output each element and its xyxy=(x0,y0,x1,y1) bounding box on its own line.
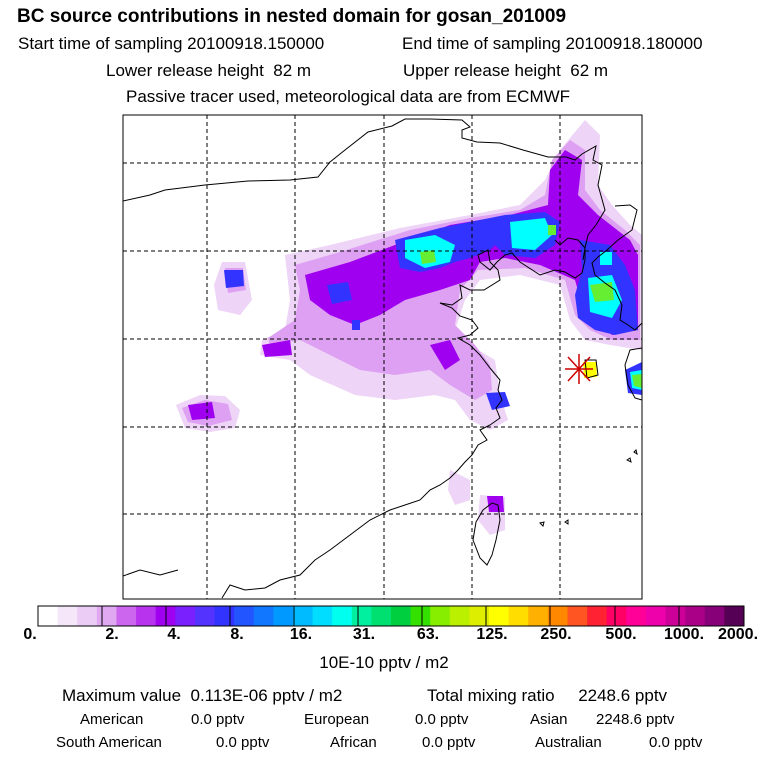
african-value: 0.0 pptv xyxy=(422,734,476,751)
coast-korea xyxy=(591,204,642,331)
total-label: Total mixing ratio xyxy=(427,686,555,705)
australian-label: Australian xyxy=(535,734,602,751)
color-bar-segment xyxy=(312,606,333,626)
african-label: African xyxy=(330,734,377,751)
plot-title: BC source contributions in nested domain… xyxy=(17,6,567,27)
coast-japan xyxy=(624,347,642,401)
european-label: European xyxy=(304,711,370,728)
color-bar-segment xyxy=(626,606,647,626)
color-bar-segment xyxy=(508,606,529,626)
color-bar-segment xyxy=(351,606,372,626)
color-bar-segment xyxy=(645,606,667,626)
color-bar-segment xyxy=(273,606,294,626)
color-bar-segment xyxy=(57,606,78,626)
lower-release-label: Lower release height xyxy=(106,61,264,80)
end-time-value: 20100918.180000 xyxy=(565,34,703,53)
cb-label-6: 63. xyxy=(416,626,440,643)
coast-bohai xyxy=(439,237,586,306)
american-value: 0.0 pptv xyxy=(191,711,245,728)
colorbar-unit: 10E-10 pptv / m2 xyxy=(319,653,449,672)
coast-southwest xyxy=(123,569,179,577)
color-bar-segment xyxy=(116,606,137,626)
asian-value: 2248.6 pptv xyxy=(596,711,675,728)
plume-layer xyxy=(176,120,642,535)
color-bar-segment xyxy=(606,606,627,626)
color-bar-segment xyxy=(724,606,745,626)
max-value: Maximum value 0.113E-06 pptv / m2 xyxy=(62,686,342,706)
cb-label-8: 250. xyxy=(540,626,572,643)
map-border xyxy=(122,114,643,600)
island-taiwan xyxy=(472,502,501,566)
color-bar-segment xyxy=(38,606,59,626)
south-american-value: 0.0 pptv xyxy=(216,734,270,751)
asian-label: Asian xyxy=(530,711,568,728)
plume-small-blue xyxy=(352,320,360,330)
american-label: American xyxy=(80,711,144,728)
color-bar-segment xyxy=(391,606,412,626)
max-value-number: 0.113E-06 pptv / m2 xyxy=(190,686,343,705)
color-bar-segment xyxy=(214,606,235,626)
cb-label-11: 2000. xyxy=(717,626,759,643)
color-bar-segment xyxy=(587,606,608,626)
start-time-value: 20100918.150000 xyxy=(187,34,325,53)
south-american-label: South American xyxy=(56,734,162,751)
color-bar xyxy=(37,606,745,626)
cb-label-7: 125. xyxy=(476,626,508,643)
color-bar-segment xyxy=(547,606,568,626)
color-bar-segment xyxy=(449,606,470,626)
end-time: End time of sampling 20100918.180000 xyxy=(402,34,703,54)
cb-label-4: 16. xyxy=(289,626,313,643)
cb-label-2: 4. xyxy=(167,626,181,643)
color-bar-segment xyxy=(469,606,490,626)
release-site-marker xyxy=(565,354,593,384)
color-bar-segment xyxy=(96,606,117,626)
small-islands xyxy=(539,449,638,527)
total-mixing-ratio: Total mixing ratio 2248.6 pptv xyxy=(427,686,667,706)
color-bar-segment xyxy=(567,606,588,626)
color-bar-segment xyxy=(77,606,98,626)
island-jeju xyxy=(584,359,599,379)
color-bar-segment xyxy=(430,606,451,626)
color-bar-segment xyxy=(332,606,353,626)
color-bar-segment xyxy=(371,606,392,626)
color-bar-segment xyxy=(410,606,431,626)
upper-release-label: Upper release height xyxy=(403,61,561,80)
color-bar-border xyxy=(37,605,745,627)
color-bar-segment xyxy=(234,606,255,626)
cb-label-9: 500. xyxy=(605,626,637,643)
upper-release-height: Upper release height 62 m xyxy=(403,61,608,81)
lower-release-value: 82 m xyxy=(273,61,312,80)
australian-value: 0.0 pptv xyxy=(649,734,703,751)
color-bar-segment xyxy=(704,606,725,626)
color-bar-segment xyxy=(253,606,274,626)
color-bar-segment xyxy=(489,606,510,626)
color-bar-segment xyxy=(194,606,215,626)
tracer-note: Passive tracer used, meteorological data… xyxy=(126,87,571,106)
graticule xyxy=(123,115,642,599)
color-bar-segment xyxy=(175,606,196,626)
start-time-label: Start time of sampling xyxy=(18,34,183,53)
end-time-label: End time of sampling xyxy=(402,34,561,53)
color-bar-segment xyxy=(292,606,314,626)
cb-label-1: 2. xyxy=(105,626,119,643)
border-mongolia-russia xyxy=(123,118,606,261)
start-time: Start time of sampling 20100918.150000 xyxy=(18,34,324,54)
cb-label-3: 8. xyxy=(230,626,244,643)
upper-release-value: 62 m xyxy=(570,61,609,80)
european-value: 0.0 pptv xyxy=(415,711,469,728)
color-bar-segment xyxy=(685,606,706,626)
max-value-label: Maximum value xyxy=(62,686,182,705)
total-value: 2248.6 pptv xyxy=(578,686,668,705)
lower-release-height: Lower release height 82 m xyxy=(106,61,311,81)
cb-label-0: 0. xyxy=(23,626,37,643)
cb-label-10: 1000. xyxy=(663,626,705,643)
color-bar-segment xyxy=(136,606,157,626)
cb-label-5: 31. xyxy=(352,626,376,643)
color-bar-segment xyxy=(665,606,686,626)
color-bar-segment xyxy=(528,606,549,626)
